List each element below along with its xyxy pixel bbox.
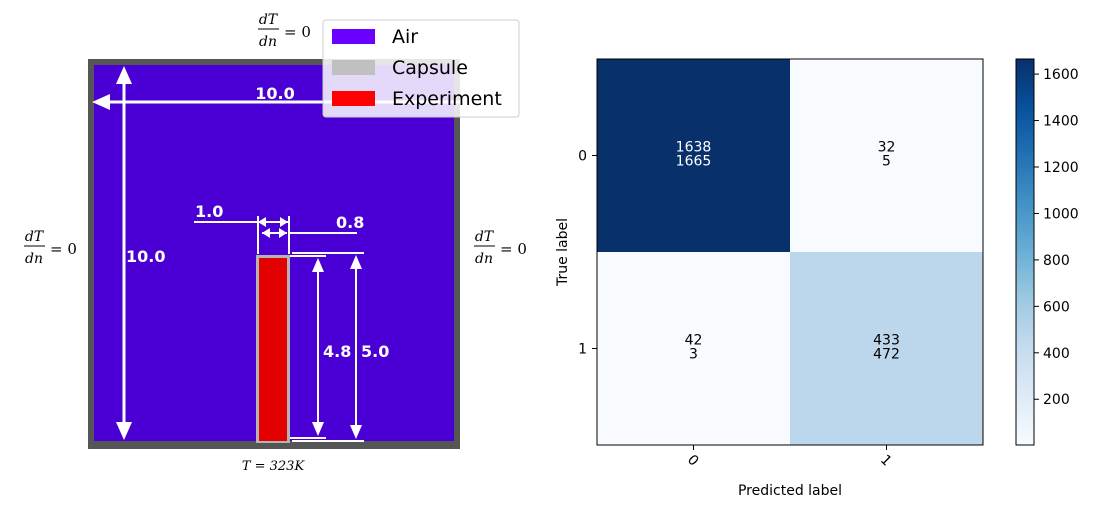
colorbar-tick-label: 800 xyxy=(1043,253,1070,269)
cell-value-bottom: 472 xyxy=(873,347,900,363)
svg-text:= 0: = 0 xyxy=(284,23,311,41)
colorbar-tick-label: 600 xyxy=(1043,299,1070,315)
capsule-width-dimension xyxy=(256,216,357,254)
width-dimension-label: 10.0 xyxy=(255,84,294,103)
colorbar-gradient xyxy=(1015,58,1035,446)
experiment-height-dimension xyxy=(290,255,326,439)
bc-left: dT dn = 0 xyxy=(24,229,77,267)
svg-text:dT: dT xyxy=(475,229,495,245)
x-tick-label: 1 xyxy=(877,452,895,470)
cell-value-bottom: 3 xyxy=(689,347,698,363)
colorbar: 200 400 600 800 1000 1200 1400 1600 xyxy=(1015,58,1079,446)
svg-text:dT: dT xyxy=(25,229,45,245)
bc-top: dT dn = 0 xyxy=(258,12,311,50)
colorbar-tick-label: 1200 xyxy=(1043,160,1079,176)
svg-text:dn: dn xyxy=(25,251,43,267)
domain-diagram: 10.0 10.0 1.0 0.8 xyxy=(24,12,527,474)
cell-value-top: 433 xyxy=(873,333,900,349)
cell-value-bottom: 1665 xyxy=(676,154,712,170)
matrix-cell-1-0 xyxy=(597,252,790,445)
x-tick-label: 0 xyxy=(684,452,702,470)
capsule-height-dimension xyxy=(292,252,364,442)
svg-text:dn: dn xyxy=(259,34,277,50)
legend-swatch-capsule xyxy=(332,60,375,75)
cell-value-top: 42 xyxy=(685,333,703,349)
matrix-cell-0-1 xyxy=(790,59,983,252)
legend-label-capsule: Capsule xyxy=(392,57,468,79)
height-dimension-label: 10.0 xyxy=(126,247,165,266)
cell-value-top: 32 xyxy=(878,140,896,156)
colorbar-tick-label: 1000 xyxy=(1043,206,1079,222)
bottom-boundary xyxy=(88,441,460,449)
experiment-block xyxy=(259,258,287,441)
legend: Air Capsule Experiment xyxy=(322,19,520,118)
colorbar-tick-label: 1400 xyxy=(1043,114,1079,130)
legend-label-experiment: Experiment xyxy=(392,88,502,110)
x-axis-label: Predicted label xyxy=(738,483,842,499)
legend-swatch-air xyxy=(332,29,375,44)
y-axis-label: True label xyxy=(555,218,571,287)
colorbar-tick-label: 400 xyxy=(1043,346,1070,362)
y-tick-label: 1 xyxy=(578,342,587,358)
bc-right: dT dn = 0 xyxy=(474,229,527,267)
capsule-height-label: 5.0 xyxy=(361,342,389,361)
svg-text:dn: dn xyxy=(475,251,493,267)
matrix-frame xyxy=(596,58,984,446)
matrix-cell-1-1 xyxy=(790,252,983,445)
colorbar-tick-label: 200 xyxy=(1043,392,1070,408)
svg-text:= 0: = 0 xyxy=(50,240,77,258)
capsule-offset-label: 1.0 xyxy=(195,202,223,221)
svg-text:dT: dT xyxy=(259,12,279,28)
legend-label-air: Air xyxy=(392,26,418,48)
cell-value-top: 1638 xyxy=(676,140,712,156)
legend-swatch-experiment xyxy=(332,91,375,106)
experiment-height-label: 4.8 xyxy=(323,342,351,361)
capsule-width-label: 0.8 xyxy=(336,213,364,232)
matrix-cell-0-0 xyxy=(597,59,790,252)
cell-value-bottom: 5 xyxy=(882,154,891,170)
y-tick-label: 0 xyxy=(578,149,587,165)
colorbar-tick-label: 1600 xyxy=(1043,67,1079,83)
svg-text:= 0: = 0 xyxy=(500,240,527,258)
height-dimension xyxy=(116,66,132,440)
bc-bottom: T = 323K xyxy=(242,459,306,474)
